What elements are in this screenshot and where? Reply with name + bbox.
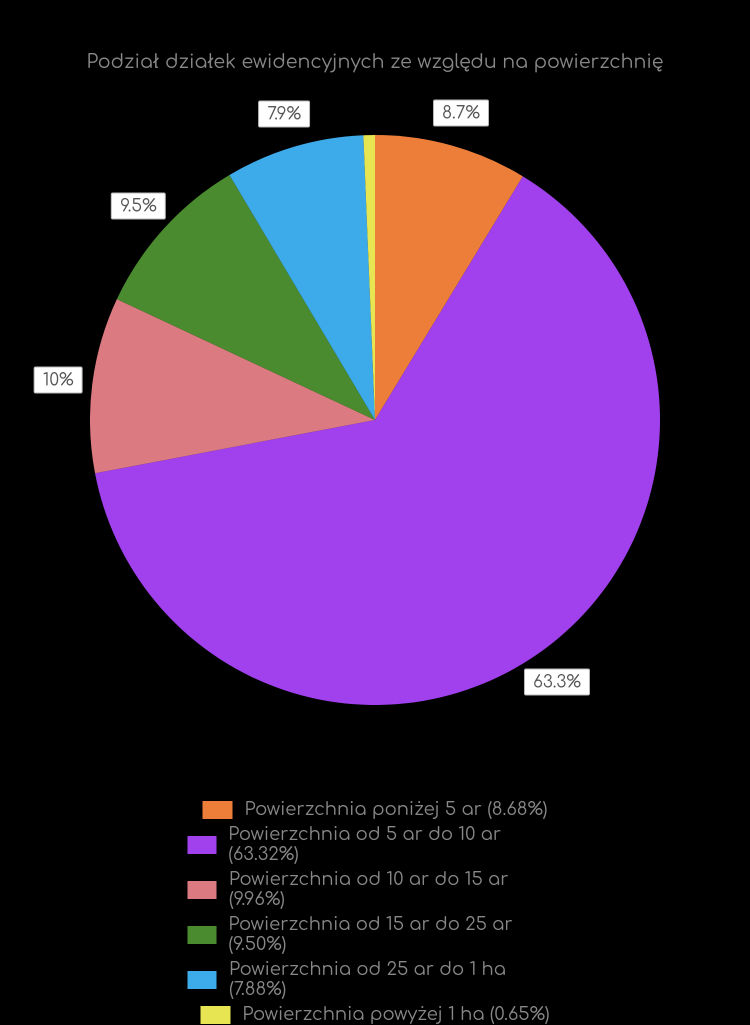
legend-swatch <box>200 1006 230 1024</box>
slice-label: 63.3% <box>524 669 590 696</box>
pie-chart <box>90 135 660 705</box>
legend-label: Powierzchnia od 10 ar do 15 ar (9.96%) <box>229 870 563 910</box>
legend-swatch <box>188 971 217 989</box>
slice-label: 10% <box>34 367 83 394</box>
chart-container: Podział działek ewidencyjnych ze względu… <box>0 0 750 1000</box>
legend-item: Powierzchnia powyżej 1 ha (0.65%) <box>200 1005 549 1025</box>
pie-svg <box>90 135 660 705</box>
legend-label: Powierzchnia poniżej 5 ar (8.68%) <box>244 800 547 820</box>
legend: Powierzchnia poniżej 5 ar (8.68%) Powierz… <box>188 800 563 1025</box>
legend-item: Powierzchnia od 15 ar do 25 ar (9.50%) <box>188 915 563 955</box>
slice-label: 9.5% <box>111 192 165 219</box>
legend-swatch <box>202 801 232 819</box>
legend-item: Powierzchnia od 5 ar do 10 ar (63.32%) <box>188 825 563 865</box>
legend-item: Powierzchnia poniżej 5 ar (8.68%) <box>202 800 547 820</box>
legend-label: Powierzchnia od 5 ar do 10 ar (63.32%) <box>228 825 562 865</box>
chart-title: Podział działek ewidencyjnych ze względu… <box>87 52 664 73</box>
legend-item: Powierzchnia od 25 ar do 1 ha (7.88%) <box>188 960 563 1000</box>
legend-label: Powierzchnia powyżej 1 ha (0.65%) <box>242 1005 549 1025</box>
slice-label: 8.7% <box>433 99 489 126</box>
legend-label: Powierzchnia od 15 ar do 25 ar (9.50%) <box>228 915 562 955</box>
legend-label: Powierzchnia od 25 ar do 1 ha (7.88%) <box>229 960 563 1000</box>
legend-swatch <box>188 836 217 854</box>
legend-swatch <box>188 926 217 944</box>
legend-item: Powierzchnia od 10 ar do 15 ar (9.96%) <box>188 870 563 910</box>
slice-label: 7.9% <box>258 100 310 127</box>
legend-swatch <box>188 881 217 899</box>
